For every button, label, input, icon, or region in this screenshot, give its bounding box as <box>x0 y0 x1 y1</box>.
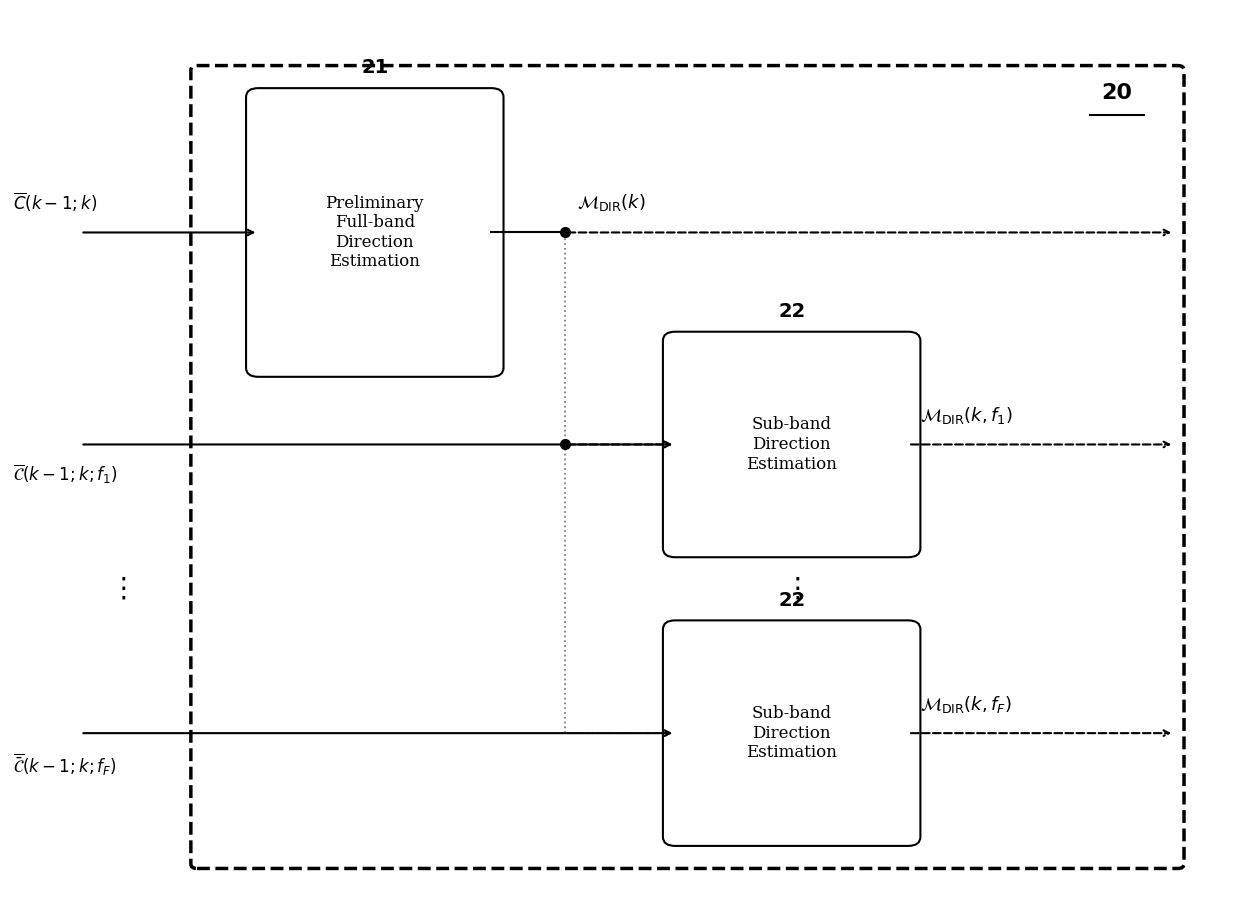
Text: Preliminary
Full-band
Direction
Estimation: Preliminary Full-band Direction Estimati… <box>326 194 424 270</box>
FancyBboxPatch shape <box>663 620 920 845</box>
Text: $\vdots$: $\vdots$ <box>109 575 126 603</box>
Text: $\overline{\bar{\mathcal{C}}}(k-1;k;f_F)$: $\overline{\bar{\mathcal{C}}}(k-1;k;f_F)… <box>14 751 117 778</box>
Text: 22: 22 <box>777 591 805 609</box>
Text: $\mathcal{M}_{\mathrm{DIR}}(k)$: $\mathcal{M}_{\mathrm{DIR}}(k)$ <box>577 191 646 213</box>
Text: 21: 21 <box>361 59 388 77</box>
FancyBboxPatch shape <box>246 88 503 376</box>
Text: $\vdots$: $\vdots$ <box>782 575 800 603</box>
Text: $\mathcal{M}_{\mathrm{DIR}}(k,f_F)$: $\mathcal{M}_{\mathrm{DIR}}(k,f_F)$ <box>920 694 1012 715</box>
Text: 20: 20 <box>1101 82 1132 103</box>
Text: $\overline{C}(k-1;k)$: $\overline{C}(k-1;k)$ <box>14 191 97 214</box>
Text: $\mathcal{M}_{\mathrm{DIR}}(k,f_1)$: $\mathcal{M}_{\mathrm{DIR}}(k,f_1)$ <box>920 406 1013 427</box>
FancyBboxPatch shape <box>663 332 920 557</box>
Text: Sub-band
Direction
Estimation: Sub-band Direction Estimation <box>746 705 837 761</box>
Text: 22: 22 <box>777 302 805 321</box>
Text: $\overline{\mathcal{C}}(k-1;k;f_1)$: $\overline{\mathcal{C}}(k-1;k;f_1)$ <box>14 463 118 485</box>
Text: Sub-band
Direction
Estimation: Sub-band Direction Estimation <box>746 417 837 473</box>
